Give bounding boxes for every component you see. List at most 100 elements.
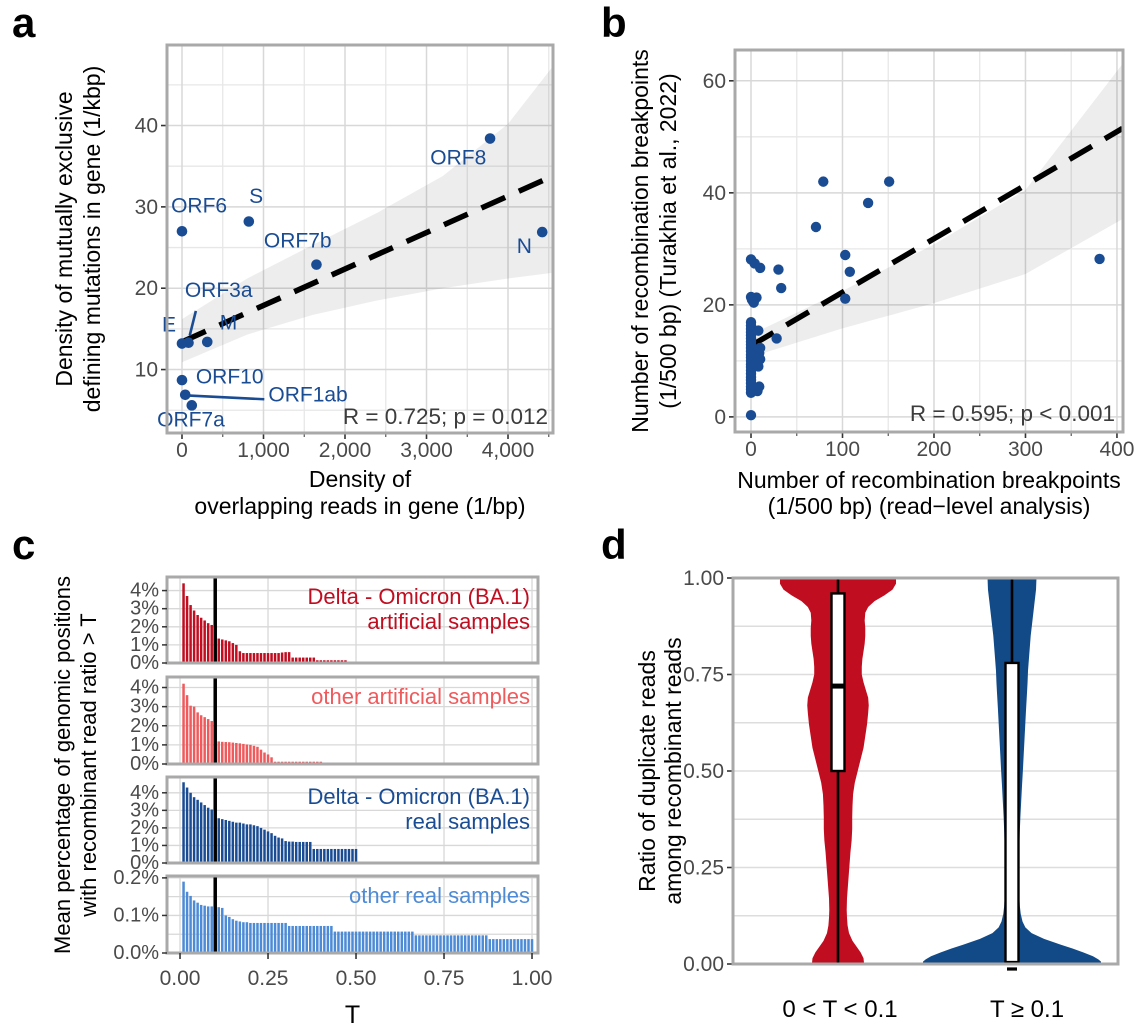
bar xyxy=(182,881,185,953)
bar xyxy=(460,935,463,953)
data-point xyxy=(201,336,213,348)
bar xyxy=(266,922,270,953)
bar xyxy=(470,935,474,953)
gene-label-s: S xyxy=(249,185,263,208)
bar xyxy=(301,925,305,953)
data-point xyxy=(818,176,829,187)
bar xyxy=(266,831,270,863)
bar xyxy=(228,742,231,764)
bar xyxy=(256,922,259,953)
data-point xyxy=(536,226,548,238)
strip-y-tick-label: 1% xyxy=(130,734,159,756)
svg-b-plot-area: 0 100 200 300 400 0 20 40 60 R = 0.595; p < 0.001 xyxy=(703,48,1134,461)
bar xyxy=(235,822,238,863)
bar xyxy=(245,653,249,663)
bar xyxy=(312,848,316,863)
x-axis-title-line: Number of recombination breakpoints xyxy=(737,467,1121,493)
y-tick-label: 10 xyxy=(135,359,158,382)
bar xyxy=(319,925,323,953)
bar xyxy=(259,749,263,764)
bar xyxy=(199,904,203,953)
y-tick-label: 20 xyxy=(135,277,158,300)
bar xyxy=(298,657,301,663)
x-tick-label: 1,000 xyxy=(237,439,290,462)
bar xyxy=(270,922,273,953)
strip-y-tick-label: 4% xyxy=(130,782,159,804)
y-axis-title-line: among recombinant reads xyxy=(660,637,686,904)
correlation-annotation: R = 0.725; p = 0.012 xyxy=(343,404,548,429)
bar xyxy=(196,902,199,953)
bar xyxy=(294,925,298,953)
bar xyxy=(242,743,245,764)
bar xyxy=(407,931,411,953)
x-tick-label: 4,000 xyxy=(482,439,535,462)
bar xyxy=(344,931,347,953)
data-point xyxy=(776,282,787,294)
bar xyxy=(326,925,330,953)
data-point xyxy=(883,176,895,187)
bar xyxy=(463,935,467,953)
bar xyxy=(368,931,372,953)
bar xyxy=(252,922,256,953)
bar xyxy=(305,841,308,863)
data-point xyxy=(243,216,255,227)
x-tick-label: 0 xyxy=(176,439,188,462)
bar xyxy=(263,922,266,953)
bar xyxy=(256,653,259,663)
panel-a-letter: a xyxy=(12,0,36,46)
y-tick-label: 0.00 xyxy=(683,953,724,976)
bar xyxy=(182,683,185,764)
bar xyxy=(199,617,203,663)
gene-label-n: N xyxy=(517,235,532,258)
bar xyxy=(280,922,284,953)
bar xyxy=(259,653,263,663)
bar xyxy=(228,820,231,863)
bar xyxy=(316,848,319,863)
data-points xyxy=(745,176,1105,421)
bar xyxy=(270,833,273,863)
bar xyxy=(411,931,414,953)
bar xyxy=(389,931,393,953)
bar xyxy=(228,641,231,663)
x-tick-label: 2,000 xyxy=(319,439,372,462)
y-tick-label: 0.50 xyxy=(683,760,724,783)
strip-label-line: artificial samples xyxy=(367,609,530,634)
data-point xyxy=(484,133,496,144)
data-point xyxy=(186,400,198,411)
x-tick-label: 100 xyxy=(825,438,860,461)
panel-border xyxy=(165,43,555,435)
bar xyxy=(523,939,527,953)
bar xyxy=(284,841,287,863)
data-point xyxy=(771,333,782,344)
bar xyxy=(340,848,344,863)
bar xyxy=(277,837,280,863)
y-tick-label: 0.75 xyxy=(683,664,724,687)
bar xyxy=(414,935,418,953)
bar xyxy=(228,916,231,953)
bar xyxy=(196,799,199,863)
bar xyxy=(270,653,273,663)
data-point xyxy=(746,294,758,306)
bar xyxy=(203,805,206,863)
bar xyxy=(375,931,379,953)
bar xyxy=(238,921,242,953)
category-label-t-ge-0.1: T ≥ 0.1 xyxy=(990,996,1064,1023)
bar xyxy=(263,829,266,863)
x-tick-label: 0.25 xyxy=(248,967,289,990)
bar xyxy=(231,821,235,863)
bar xyxy=(273,922,277,953)
bar xyxy=(252,653,256,663)
bar xyxy=(249,824,252,863)
bar xyxy=(309,925,312,953)
bar xyxy=(266,653,270,663)
bar xyxy=(453,935,456,953)
strip-y-tick-label: 0.0% xyxy=(113,942,159,964)
bar xyxy=(365,931,368,953)
panel-b-chart: 0 100 200 300 400 0 20 40 60 R = 0.595; p < 0.001… xyxy=(627,48,1134,519)
bar xyxy=(499,939,502,953)
bar xyxy=(221,819,224,863)
panel-d-letter: d xyxy=(601,521,627,568)
bar xyxy=(495,939,499,953)
data-point xyxy=(183,337,194,349)
